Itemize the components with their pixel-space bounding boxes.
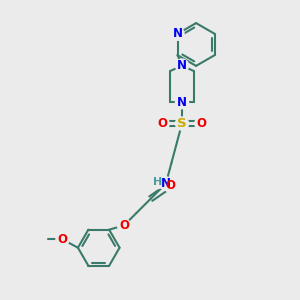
Circle shape xyxy=(176,96,188,109)
Text: N: N xyxy=(177,59,187,72)
Circle shape xyxy=(195,117,208,130)
Circle shape xyxy=(56,233,69,246)
Text: N: N xyxy=(177,96,187,109)
Circle shape xyxy=(164,179,177,192)
Text: O: O xyxy=(119,219,129,232)
Circle shape xyxy=(176,117,188,130)
Circle shape xyxy=(156,117,169,130)
Text: H: H xyxy=(153,177,162,187)
Circle shape xyxy=(159,177,172,190)
Circle shape xyxy=(151,176,164,188)
Text: N: N xyxy=(172,27,182,40)
Circle shape xyxy=(118,219,130,232)
Text: O: O xyxy=(158,117,168,130)
Text: N: N xyxy=(161,177,171,190)
Text: O: O xyxy=(58,233,68,246)
Circle shape xyxy=(176,59,188,72)
Text: O: O xyxy=(165,179,175,192)
Circle shape xyxy=(171,27,184,40)
Text: O: O xyxy=(196,117,206,130)
Text: S: S xyxy=(177,117,187,130)
